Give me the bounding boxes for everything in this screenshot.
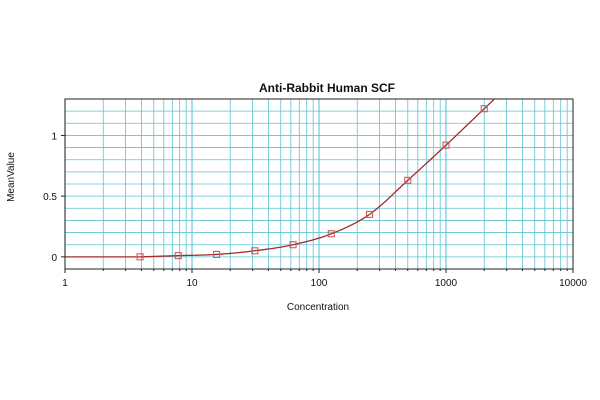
fit-curve-layer	[65, 98, 495, 258]
y-tick-label: 0.5	[43, 192, 57, 203]
chart-title: Anti-Rabbit Human SCF	[259, 81, 395, 95]
fit-curve	[65, 98, 495, 258]
data-point	[480, 105, 488, 113]
data-point	[365, 210, 374, 218]
data-point	[174, 252, 182, 260]
y-axis-label: MeanValue	[6, 152, 17, 202]
x-tick-label: 10000	[559, 278, 587, 289]
x-tick-label: 1	[62, 278, 68, 289]
data-point	[289, 241, 297, 249]
data-point	[251, 247, 259, 255]
grid-lines	[64, 98, 573, 270]
data-point	[136, 253, 144, 261]
x-tick-label: 100	[311, 278, 328, 289]
y-tick-label: 0	[51, 253, 57, 264]
x-tick-label: 10	[186, 278, 198, 289]
data-points	[136, 105, 488, 261]
x-tick-label: 1000	[435, 278, 458, 289]
x-axis-label: Concentration	[287, 302, 349, 313]
data-point	[212, 250, 221, 258]
data-point	[327, 230, 335, 238]
y-tick-label: 1	[51, 131, 57, 142]
data-point	[404, 176, 412, 184]
data-point	[442, 141, 450, 149]
axis-ticks: 1 10 100 1000 10000 0 0.5 1	[43, 131, 587, 289]
